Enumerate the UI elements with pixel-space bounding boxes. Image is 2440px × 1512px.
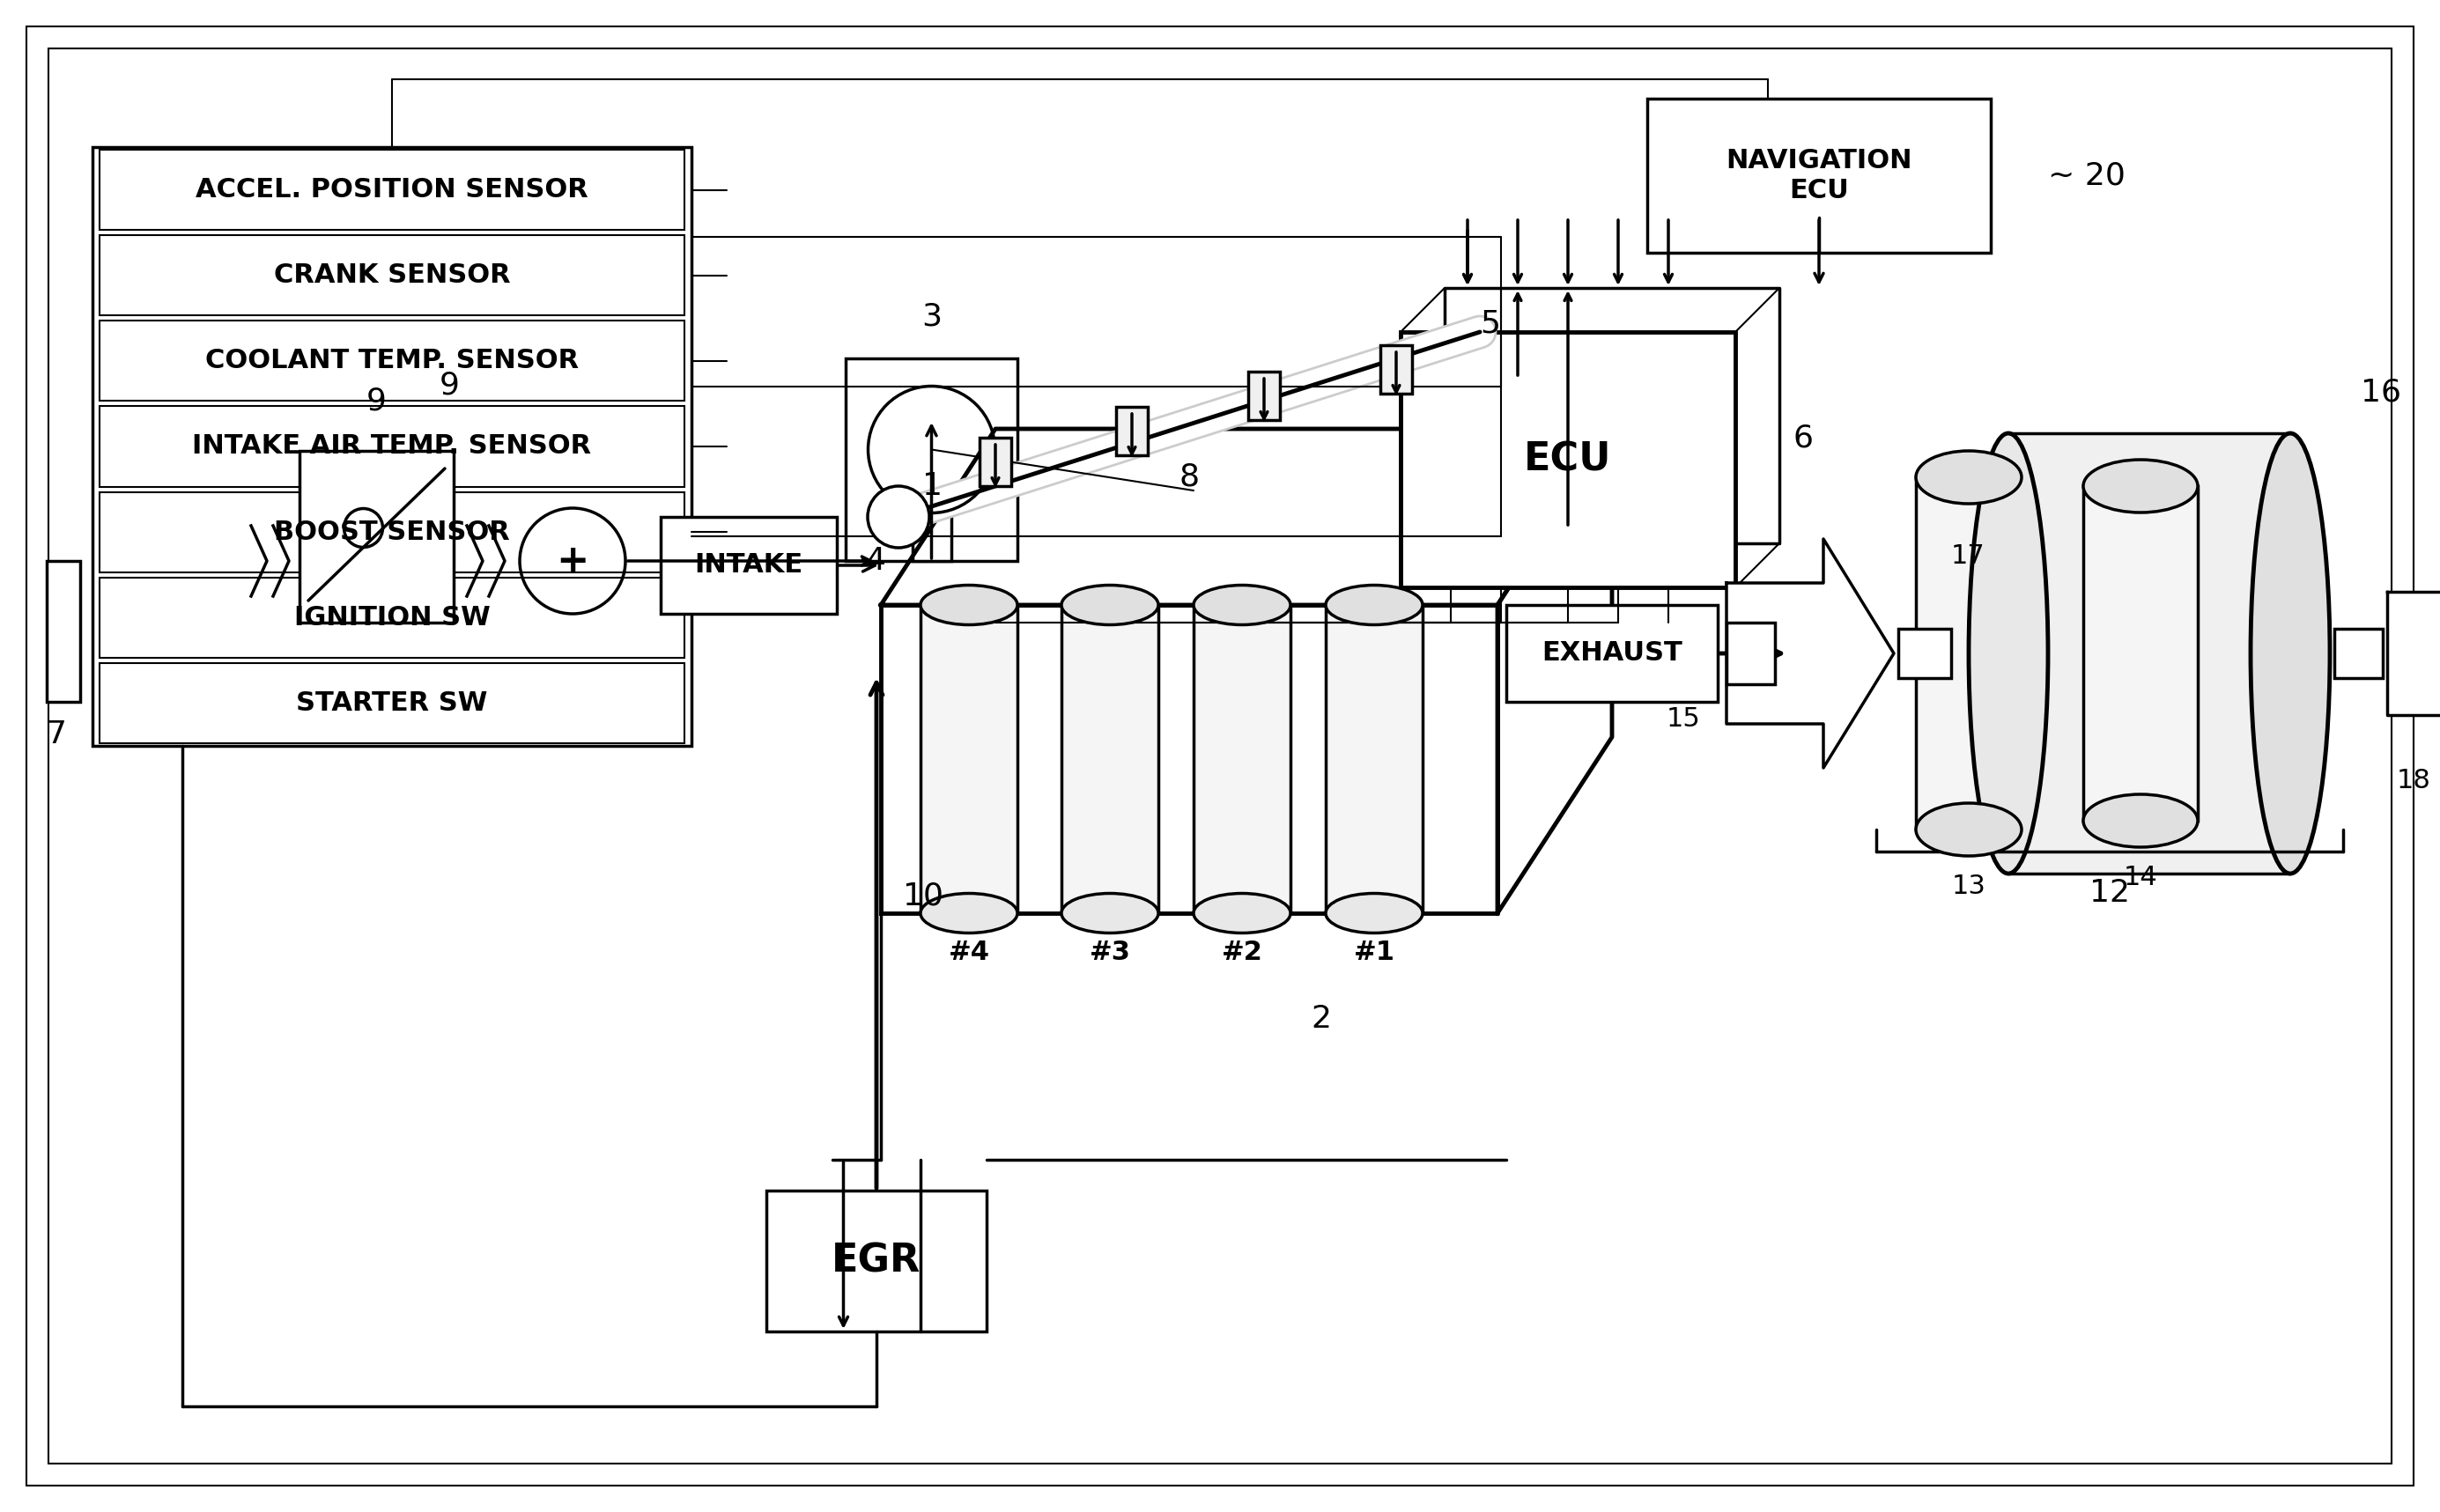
Text: 2: 2 <box>1310 1004 1332 1034</box>
Text: 6: 6 <box>1793 423 1813 452</box>
Text: BOOST SENSOR: BOOST SENSOR <box>273 519 510 544</box>
Text: 16: 16 <box>2362 376 2401 407</box>
Ellipse shape <box>920 585 1017 624</box>
Text: #2: #2 <box>1222 939 1261 965</box>
Text: 9: 9 <box>366 386 386 416</box>
Text: 12: 12 <box>2089 878 2130 907</box>
Text: 5: 5 <box>1479 308 1501 339</box>
Text: +: + <box>556 541 588 581</box>
Polygon shape <box>2386 547 2440 759</box>
Text: 15: 15 <box>1667 706 1701 732</box>
Bar <box>1193 605 1291 913</box>
Bar <box>1401 333 1735 587</box>
Text: ECU: ECU <box>1525 440 1613 479</box>
Text: CRANK SENSOR: CRANK SENSOR <box>273 263 510 289</box>
Polygon shape <box>2008 434 2291 874</box>
Ellipse shape <box>1061 585 1159 624</box>
Bar <box>1915 478 2023 830</box>
Bar <box>920 605 1017 913</box>
Polygon shape <box>1444 287 1779 543</box>
Text: NAVIGATION
ECU: NAVIGATION ECU <box>1725 148 1913 203</box>
Text: IGNITION SW: IGNITION SW <box>293 605 490 631</box>
Text: 3: 3 <box>922 302 942 333</box>
Ellipse shape <box>1061 894 1159 933</box>
Bar <box>1115 407 1147 455</box>
Bar <box>1505 605 1718 702</box>
Polygon shape <box>881 605 1498 913</box>
Ellipse shape <box>2250 434 2330 874</box>
Text: EGR: EGR <box>832 1241 920 1281</box>
Bar <box>1898 629 1952 677</box>
Ellipse shape <box>1915 803 2023 856</box>
Polygon shape <box>1728 538 1893 768</box>
Bar <box>1381 345 1413 393</box>
Bar <box>766 1190 986 1332</box>
Ellipse shape <box>1969 434 2047 874</box>
Text: 1: 1 <box>922 472 942 500</box>
Ellipse shape <box>1193 894 1291 933</box>
Bar <box>1728 623 1774 685</box>
Text: #3: #3 <box>1088 939 1130 965</box>
Text: ~ 20: ~ 20 <box>2047 160 2125 191</box>
Bar <box>1061 605 1159 913</box>
Ellipse shape <box>2084 794 2198 847</box>
Text: EXHAUST: EXHAUST <box>1542 641 1681 667</box>
Ellipse shape <box>1325 894 1423 933</box>
Text: 9: 9 <box>439 370 459 399</box>
Polygon shape <box>881 429 1613 605</box>
Ellipse shape <box>2084 460 2198 513</box>
Bar <box>100 407 686 487</box>
Bar <box>2335 629 2384 677</box>
Bar <box>100 321 686 401</box>
Text: 10: 10 <box>903 880 944 910</box>
Circle shape <box>869 485 930 547</box>
Bar <box>913 511 952 561</box>
Bar <box>93 147 691 745</box>
Bar <box>847 358 1017 561</box>
Bar <box>100 236 686 316</box>
Text: 13: 13 <box>1952 874 1986 900</box>
Bar <box>100 662 686 744</box>
Bar <box>661 517 837 614</box>
Text: 18: 18 <box>2396 768 2430 794</box>
Text: STARTER SW: STARTER SW <box>295 691 488 715</box>
Bar <box>100 578 686 658</box>
Bar <box>100 491 686 572</box>
Ellipse shape <box>920 894 1017 933</box>
Bar <box>300 451 454 623</box>
Ellipse shape <box>1915 451 2023 503</box>
Bar <box>978 437 1010 485</box>
Polygon shape <box>1498 429 1613 913</box>
Text: 8: 8 <box>1179 463 1200 493</box>
Text: COOLANT TEMP. SENSOR: COOLANT TEMP. SENSOR <box>205 348 578 373</box>
Text: 17: 17 <box>1952 544 1986 570</box>
Text: INTAKE AIR TEMP. SENSOR: INTAKE AIR TEMP. SENSOR <box>193 434 590 460</box>
Bar <box>1325 605 1423 913</box>
Bar <box>1249 372 1281 420</box>
Text: INTAKE: INTAKE <box>695 552 803 578</box>
Text: ACCEL. POSITION SENSOR: ACCEL. POSITION SENSOR <box>195 177 588 203</box>
Text: 4: 4 <box>866 546 886 576</box>
Text: #1: #1 <box>1354 939 1396 965</box>
Ellipse shape <box>1193 585 1291 624</box>
Ellipse shape <box>1325 585 1423 624</box>
Bar <box>2084 485 2198 821</box>
Bar <box>46 561 81 702</box>
Bar <box>100 150 686 230</box>
Text: 14: 14 <box>2123 865 2157 891</box>
Bar <box>1647 98 1991 253</box>
Text: #4: #4 <box>949 939 991 965</box>
Text: 7: 7 <box>46 720 66 750</box>
